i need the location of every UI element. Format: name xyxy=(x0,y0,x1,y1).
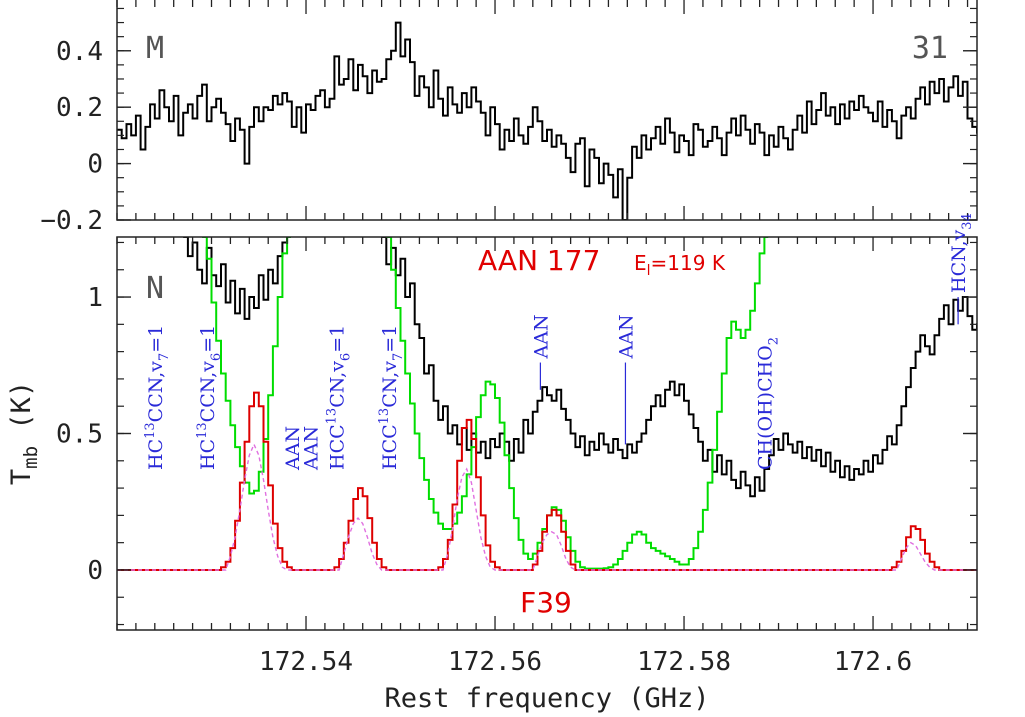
annotation-part: CN,v xyxy=(326,361,348,408)
annotation-part: AAN xyxy=(301,426,323,471)
bottom-ticks: 0 0.5 1 172.54 172.56 172.58 172.6 xyxy=(56,237,977,677)
bottom-series-group xyxy=(117,237,977,571)
species-title-main: AAN 177 xyxy=(478,244,600,277)
annotation-part: N,v xyxy=(948,229,970,261)
annotation-part: 6 xyxy=(338,353,353,361)
top-panel-label: M xyxy=(146,31,164,66)
top-panel-number: 31 xyxy=(912,31,948,66)
annotation-label: AAN xyxy=(282,426,304,471)
annotation-part: 13 xyxy=(324,408,339,425)
annotation-part: AAN xyxy=(530,314,552,359)
annotation-part: 4 xyxy=(960,213,975,221)
annotation-part: 13 xyxy=(143,422,158,439)
annotation-part: =1 xyxy=(379,325,401,353)
bottom-ytick-label: 1 xyxy=(87,283,103,313)
y-axis-title-main: T xyxy=(6,469,37,485)
annotation-part: AAN xyxy=(615,314,637,359)
y-axis-title-sub: mb xyxy=(20,446,42,469)
annotation-part: 13 xyxy=(377,408,392,425)
annotation-part: 3 xyxy=(960,221,975,229)
annotation-part: 2 xyxy=(766,337,781,345)
annotation-label: HC13CCN,v7=1 xyxy=(143,325,172,470)
bottom-panel-label: N xyxy=(146,271,164,306)
footer-label: F39 xyxy=(520,586,572,619)
x-tick-label: 172.54 xyxy=(259,647,353,677)
bottom-series-observed-0 xyxy=(183,237,291,320)
top-ticks: −0.2 0 0.2 0.4 xyxy=(40,0,977,236)
y-axis-title: Tmb (K) xyxy=(6,381,42,485)
annotation-label: HC13CCN,v6=1 xyxy=(195,325,224,470)
annotation-part: 7 xyxy=(391,353,406,361)
annotation-part: CCN,v xyxy=(145,361,167,423)
bottom-series-model-total-2 xyxy=(202,237,291,495)
annotation-part: HCC xyxy=(379,424,401,470)
bottom-series-model-aan-dashed--5 xyxy=(117,442,977,571)
annotation-label: AAN xyxy=(301,426,323,471)
annotation-part: CN,v xyxy=(379,361,401,408)
x-tick-label: 172.56 xyxy=(448,647,542,677)
annotation-part: 7 xyxy=(157,353,172,361)
bottom-series-model-aan-4 xyxy=(117,391,977,571)
bottom-series-model-total-3 xyxy=(386,237,769,570)
annotation-label: CH(OH)CHO2 xyxy=(754,337,781,470)
x-tick-label: 172.6 xyxy=(834,647,912,677)
top-ytick-label: 0.4 xyxy=(56,37,103,67)
top-panel-frame xyxy=(116,0,978,221)
annotation-label: HCC13CN,v7=1 xyxy=(377,325,406,470)
annotation-label: AAN xyxy=(530,314,552,359)
annotation-part: 6 xyxy=(209,353,224,361)
top-ytick-label: 0 xyxy=(87,150,103,180)
annotation-part: HC xyxy=(145,439,167,470)
y-axis-title-unit: (K) xyxy=(6,381,37,446)
annotation-part: (OH)CHO xyxy=(754,345,776,439)
top-ytick-label: −0.2 xyxy=(40,206,103,236)
top-series-spectrum-0 xyxy=(117,21,977,220)
annotation-part: 13 xyxy=(195,422,210,439)
species-title: AAN 177 xyxy=(478,244,600,277)
annotation-part: HC xyxy=(197,439,219,470)
annotation-label: AAN xyxy=(615,314,637,359)
annotation-part: =1 xyxy=(326,325,348,353)
annotation-label: HCC13CN,v6=1 xyxy=(324,325,353,470)
bottom-ytick-label: 0.5 xyxy=(56,420,103,450)
annotation-part: =1 xyxy=(197,325,219,353)
bottom-ytick-label: 0 xyxy=(87,556,103,586)
energy-label: El=119 K xyxy=(634,251,726,279)
energy-subscript: l xyxy=(647,263,651,279)
top-ytick-label: 0.2 xyxy=(56,93,103,123)
annotation-part: CCN,v xyxy=(197,361,219,423)
annotation-part: CH xyxy=(754,439,776,470)
x-axis-title: Rest frequency (GHz) xyxy=(384,683,709,714)
annotation-part: =1 xyxy=(145,325,167,353)
annotation-part: HCC xyxy=(326,424,348,470)
top-panel: −0.2 0 0.2 0.4 M 31 xyxy=(40,0,978,236)
energy-value: =119 K xyxy=(651,251,726,275)
annotation-part: AAN xyxy=(282,426,304,471)
bottom-panel-frame xyxy=(116,236,978,631)
annotation-label: HCN,v34 xyxy=(948,213,975,293)
annotation-part: HC xyxy=(948,262,970,293)
energy-symbol: E xyxy=(634,251,647,275)
x-tick-label: 172.58 xyxy=(637,647,731,677)
bottom-series-observed-1 xyxy=(381,237,977,498)
top-series-group xyxy=(117,21,977,220)
